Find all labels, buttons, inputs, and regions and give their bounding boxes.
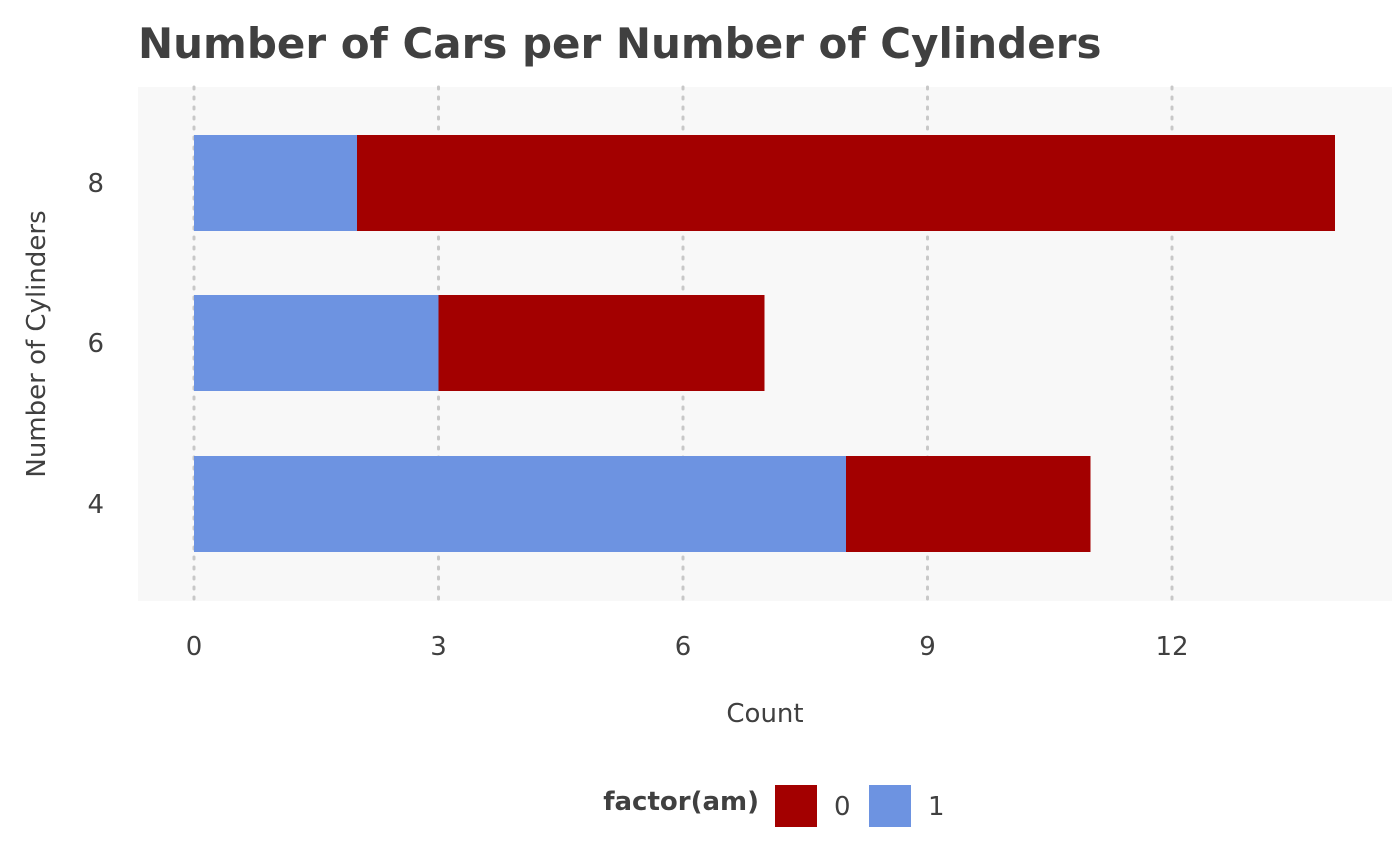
y-tick-label-6: 6 [87, 329, 104, 359]
legend-title: factor(am) [603, 787, 759, 817]
legend-label-1: 1 [928, 792, 945, 822]
bars [194, 135, 1335, 552]
legend: factor(am) 0 1 [603, 785, 945, 827]
chart-title: Number of Cars per Number of Cylinders [138, 19, 1101, 68]
bar-cyl-4-am-0 [846, 456, 1091, 552]
bar-cyl-4-am-1 [194, 456, 846, 552]
x-axis-title: Count [726, 699, 803, 729]
x-tick-label-12: 12 [1155, 632, 1188, 662]
bar-cyl-6-am-0 [438, 295, 765, 391]
bar-cyl-6-am-1 [194, 295, 439, 391]
legend-swatch-1 [869, 785, 911, 827]
x-tick-label-9: 9 [919, 632, 936, 662]
x-tick-label-6: 6 [675, 632, 692, 662]
y-tick-label-8: 8 [87, 169, 104, 199]
x-tick-label-3: 3 [430, 632, 447, 662]
y-tick-label-4: 4 [87, 490, 104, 520]
x-tick-label-0: 0 [186, 632, 203, 662]
x-axis-ticks: 0 3 6 9 12 [186, 632, 1189, 662]
legend-swatch-0 [775, 785, 817, 827]
y-axis-ticks: 4 6 8 [87, 169, 104, 520]
legend-label-0: 0 [834, 792, 851, 822]
bar-cyl-8-am-1 [194, 135, 357, 231]
bar-cyl-8-am-0 [357, 135, 1335, 231]
y-axis-title: Number of Cylinders [22, 210, 52, 477]
